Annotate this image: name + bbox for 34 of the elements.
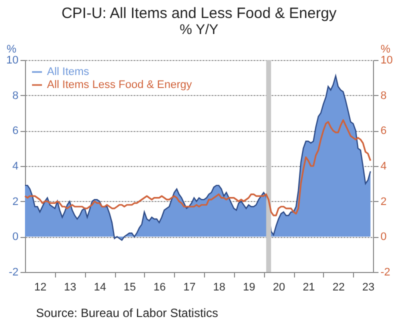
y-tick-label: 6 (12, 125, 18, 138)
x-tick-label: 21 (302, 282, 315, 294)
y-tick-label: 2 (12, 196, 18, 208)
y2-tick-label: 10 (380, 54, 393, 66)
x-tick-label: 15 (124, 282, 136, 294)
x-tick-label: 22 (332, 282, 345, 294)
legend-label: All Items (47, 66, 90, 78)
x-tick-label: 20 (272, 282, 286, 294)
y-axis-title: % (6, 44, 17, 56)
source-note: Source: Bureau of Labor Statistics (36, 306, 218, 320)
y2-tick-label: 0 (380, 231, 387, 244)
x-tick-label: 14 (94, 282, 106, 294)
x-tick-label: 18 (213, 282, 226, 294)
y2-tick-label: 2 (380, 196, 387, 208)
y2-tick-label: 6 (380, 125, 387, 138)
x-tick-label: 23 (362, 282, 375, 294)
y-tick-label: 8 (12, 90, 18, 102)
y-tick-label: 0 (12, 231, 18, 244)
x-tick-label: 19 (242, 282, 256, 294)
legend-label: All Items Less Food & Energy (47, 79, 192, 91)
y2-tick-label: 8 (380, 90, 387, 102)
x-tick-label: 13 (64, 282, 76, 294)
y-tick-label: 4 (12, 160, 18, 172)
y2-tick-label: -2 (380, 266, 390, 278)
x-tick-label: 17 (183, 282, 196, 294)
chart-subtitle: % Y/Y (180, 21, 219, 37)
y2-tick-label: 4 (380, 160, 387, 172)
chart-title: CPI-U: All Items and Less Food & Energy (61, 5, 338, 22)
line-series (24, 119, 372, 216)
x-tick-label: 16 (154, 282, 166, 294)
y2-axis-title: % (380, 44, 391, 56)
x-tick-label: 12 (34, 282, 46, 294)
y-tick-label: -2 (8, 266, 18, 278)
y-tick-label: 10 (6, 54, 18, 66)
